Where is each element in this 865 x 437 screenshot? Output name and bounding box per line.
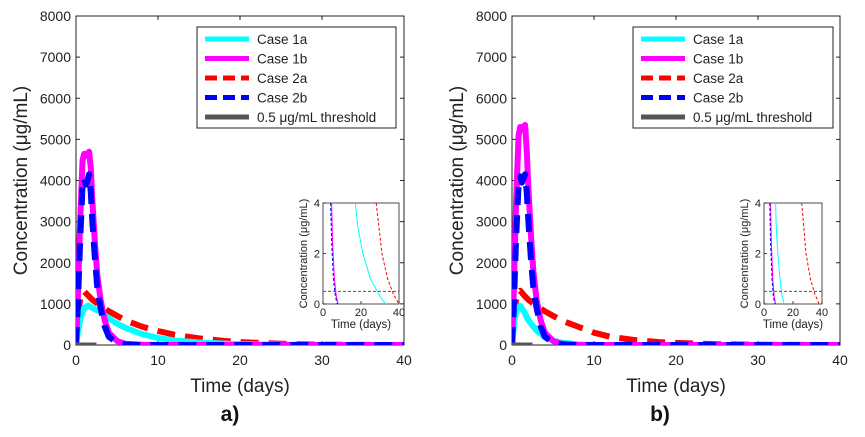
y-tick-label: 1000 bbox=[476, 296, 507, 312]
y-tick-label: 3000 bbox=[40, 214, 71, 230]
legend-label: Case 2a bbox=[693, 71, 744, 86]
inset-x-tick-label: 0 bbox=[761, 307, 767, 319]
inset-y-tick-label: 4 bbox=[314, 198, 320, 210]
inset-series-line-case-1b bbox=[331, 203, 339, 304]
inset-series-line-case-1b bbox=[770, 203, 777, 304]
legend-label: 0.5 μg/mL threshold bbox=[257, 110, 376, 125]
legend-label: Case 2b bbox=[693, 91, 743, 106]
y-tick-label: 1000 bbox=[40, 296, 71, 312]
panel-label: a) bbox=[221, 403, 240, 426]
series-line-case-2b bbox=[512, 171, 840, 345]
legend-label: Case 1b bbox=[257, 52, 307, 67]
inset-y-tick-label: 0 bbox=[314, 299, 320, 311]
y-tick-label: 4000 bbox=[476, 173, 507, 189]
y-tick-label: 8000 bbox=[40, 8, 71, 24]
inset-series-line-case-1a bbox=[775, 203, 785, 304]
y-tick-label: 2000 bbox=[476, 255, 507, 271]
legend-label: Case 1a bbox=[257, 32, 308, 47]
inset-series-line-case-2b bbox=[769, 203, 776, 304]
y-tick-label: 0 bbox=[499, 337, 507, 353]
inset-x-tick-label: 40 bbox=[816, 307, 828, 319]
y-tick-label: 5000 bbox=[476, 131, 507, 147]
inset-y-tick-label: 0 bbox=[755, 299, 761, 311]
x-tick-label: 30 bbox=[314, 352, 330, 368]
series-line-case-2b bbox=[76, 171, 404, 345]
inset-x-axis-label: Time (days) bbox=[331, 319, 391, 331]
legend: Case 1a Case 1b Case 2a Case 2b 0.5 μg/mL th… bbox=[632, 26, 834, 129]
series-group bbox=[76, 148, 404, 345]
y-tick-label: 5000 bbox=[40, 131, 71, 147]
legend: Case 1a Case 1b Case 2a Case 2b 0.5 μg/mL th… bbox=[196, 26, 397, 129]
inset-y-axis-label: Concentration (μg/mL) bbox=[298, 199, 310, 309]
x-tick-label: 10 bbox=[586, 352, 602, 368]
inset-x-tick-label: 0 bbox=[320, 307, 326, 319]
inset-series-group bbox=[764, 203, 822, 304]
inset-y-tick-label: 4 bbox=[755, 198, 761, 210]
y-tick-label: 7000 bbox=[476, 49, 507, 65]
x-axis-label: Time (days) bbox=[626, 376, 726, 397]
y-tick-label: 6000 bbox=[40, 90, 71, 106]
x-axis-label: Time (days) bbox=[190, 376, 290, 397]
series-group bbox=[512, 122, 840, 345]
x-tick-label: 40 bbox=[832, 352, 848, 368]
y-tick-label: 6000 bbox=[476, 90, 507, 106]
x-tick-label: 40 bbox=[396, 352, 412, 368]
legend-label: Case 2a bbox=[257, 71, 308, 86]
inset-y-tick-label: 2 bbox=[314, 249, 320, 261]
legend-label: 0.5 μg/mL threshold bbox=[693, 110, 812, 125]
legend-label: Case 1b bbox=[693, 52, 743, 67]
inset-x-tick-label: 40 bbox=[393, 307, 405, 319]
x-tick-label: 30 bbox=[750, 352, 766, 368]
y-axis-label: Concentration (μg/mL) bbox=[11, 86, 32, 275]
panel-label: b) bbox=[650, 403, 670, 426]
legend-label: Case 2b bbox=[257, 91, 307, 106]
inset-x-tick-label: 20 bbox=[355, 307, 367, 319]
y-tick-label: 4000 bbox=[40, 173, 71, 189]
y-tick-label: 0 bbox=[63, 337, 71, 353]
x-tick-label: 0 bbox=[72, 352, 80, 368]
inset-x-axis-label: Time (days) bbox=[763, 319, 823, 331]
y-tick-label: 3000 bbox=[476, 214, 507, 230]
inset-series-group bbox=[323, 203, 399, 304]
x-tick-label: 10 bbox=[150, 352, 166, 368]
inset-y-axis-label: Concentration (μg/mL) bbox=[739, 199, 751, 309]
x-tick-label: 0 bbox=[508, 352, 516, 368]
y-tick-label: 2000 bbox=[40, 255, 71, 271]
inset-series-line-case-1a bbox=[354, 203, 387, 304]
legend-label: Case 1a bbox=[693, 32, 744, 47]
y-axis-label: Concentration (μg/mL) bbox=[447, 86, 468, 275]
legend-box bbox=[196, 26, 397, 129]
inset-series-line-case-2b bbox=[330, 203, 338, 304]
x-tick-label: 20 bbox=[668, 352, 684, 368]
inset-series-line-case-2a bbox=[375, 203, 399, 304]
inset-series-line-case-2a bbox=[801, 203, 820, 304]
y-tick-label: 7000 bbox=[40, 49, 71, 65]
inset-y-tick-label: 2 bbox=[755, 249, 761, 261]
y-tick-label: 8000 bbox=[476, 8, 507, 24]
x-tick-label: 20 bbox=[232, 352, 248, 368]
inset-x-tick-label: 20 bbox=[787, 307, 799, 319]
